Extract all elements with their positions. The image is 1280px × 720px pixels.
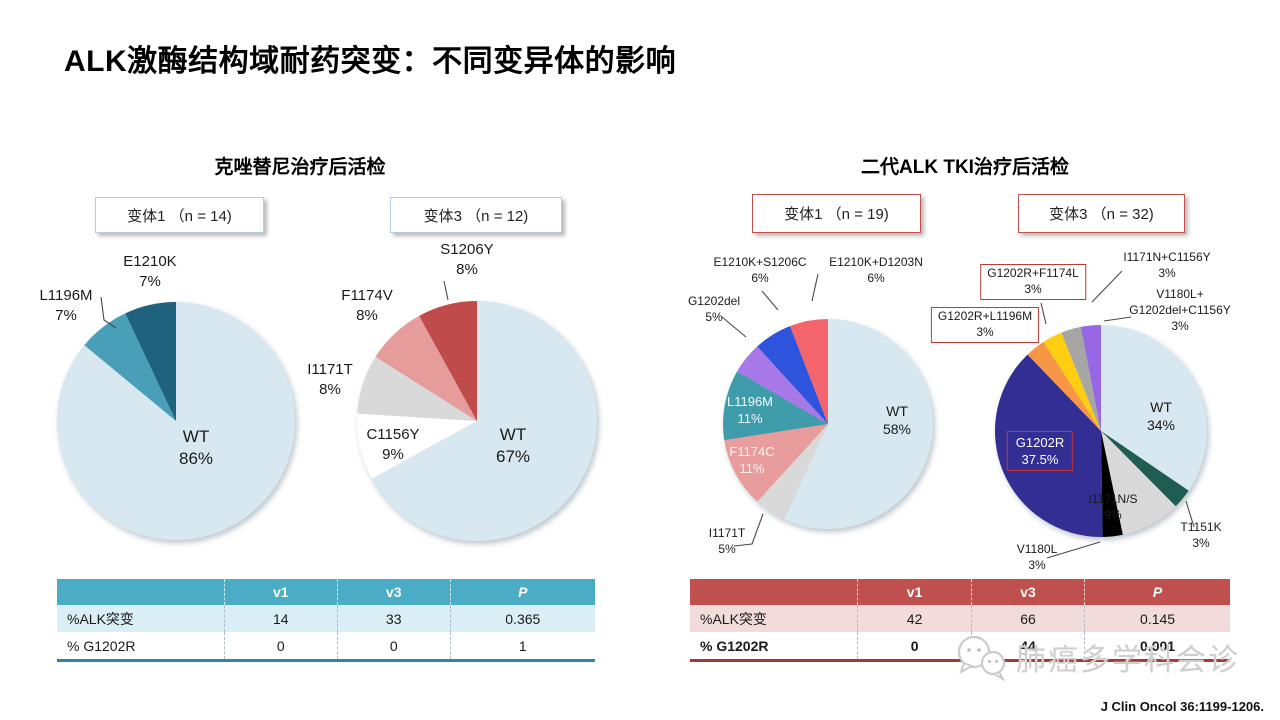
pie-slice-L1196M [84, 313, 176, 421]
table-row-label: % G1202R [700, 637, 769, 654]
table-value-cell: 1 [449, 632, 595, 659]
pie-slice-WT [784, 319, 933, 529]
pie-slice-I1171N+C1156Y [1061, 326, 1101, 431]
variant-box-crizotinib-v1: 变体1 （n = 14) [95, 197, 264, 233]
pie-chart-crizotinib-v1 [57, 302, 296, 540]
pie-slice-T1151K [1101, 431, 1189, 507]
table-value-cell: 0.001 [1084, 632, 1230, 659]
table-header-cell: v1 [223, 579, 337, 605]
table-header-cell: v3 [336, 579, 450, 605]
watermark: 肺癌多学科会诊 [952, 632, 1240, 682]
pie-slice-V1180L+G1202del+C1156Y [1080, 325, 1101, 431]
pie-slice-WT [57, 302, 296, 540]
table-value-cell: 66 [970, 605, 1084, 632]
table-value-cell: 0 [336, 632, 450, 659]
pie-slice-G1202R+F1174L [1043, 332, 1101, 431]
wechat-icon [957, 635, 1006, 682]
pie-slice-I1171N/S [1101, 431, 1176, 535]
table-row-label: %ALK突变 [67, 610, 134, 627]
variant-box-tki2-v1: 变体1 （n = 19) [752, 194, 921, 233]
pie-slice-I1171T [757, 424, 828, 520]
table-value-cell: 0 [223, 632, 337, 659]
pie-slice-G1202del [737, 346, 828, 424]
table-row: %ALK突变 14 33 0.365 [57, 605, 595, 632]
table-value-cell: 42 [857, 605, 970, 632]
pie-slice-E1210K [125, 302, 176, 421]
table-header-row: v1 v3 P [57, 579, 595, 605]
pie-slice-WT [371, 301, 597, 541]
panel-title-crizotinib: 克唑替尼治疗后活检 [214, 157, 386, 178]
pie-slice-V1180L [1101, 431, 1123, 537]
variant-box-crizotinib-v3: 变体3 （n = 12) [390, 197, 562, 233]
panel-title-second-gen-tki: 二代ALK TKI治疗后活检 [861, 157, 1069, 178]
table-header-cell [57, 579, 224, 605]
table-value-cell: 14 [223, 605, 337, 632]
table-header-cell: P [449, 579, 595, 605]
table-row: %ALK突变 42 66 0.145 [690, 605, 1230, 632]
table-row: % G1202R 0 0 1 [57, 632, 595, 659]
citation: J Clin Oncol 36:1199-1206. [1100, 699, 1264, 714]
table-value-cell: 0 [857, 632, 970, 659]
pie-slice-I1171T [357, 356, 477, 421]
watermark-text: 肺癌多学科会诊 [1016, 644, 1240, 677]
variant-box-tki2-v3: 变体3 （n = 32) [1018, 194, 1185, 233]
pie-chart-tki2-v1 [723, 319, 933, 529]
pie-slice-S1206Y [419, 301, 477, 421]
pie-slice-C1156Y [357, 413, 477, 479]
pie-slice-G1202R+L1196M [1027, 341, 1101, 431]
table-row-label: %ALK突变 [700, 610, 767, 627]
pie-slice-E1210K+D1203N [790, 319, 828, 424]
table-header-cell: v3 [970, 579, 1084, 605]
table-header-row: v1 v3 P [690, 579, 1230, 605]
table-value-cell: 0.145 [1084, 605, 1230, 632]
table-header-cell: P [1084, 579, 1230, 605]
page-title: ALK激酶结构域耐药突变：不同变异体的影响 [64, 45, 677, 78]
pie-slice-L1196M [723, 371, 828, 441]
stats-table-crizotinib: v1 v3 P %ALK突变 14 33 0.365% G1202R 0 0 1 [57, 579, 595, 662]
pie-chart-crizotinib-v3 [357, 301, 597, 541]
table-value-cell: 33 [336, 605, 450, 632]
pie-slice-WT [1101, 325, 1207, 491]
table-header-cell: v1 [857, 579, 970, 605]
pie-slice-G1202R [995, 354, 1103, 537]
pie-slice-F1174V [375, 315, 477, 421]
pie-slice-F1174C [724, 424, 828, 502]
table-header-cell [690, 579, 857, 605]
table-row-label: % G1202R [67, 637, 136, 654]
pie-slice-E1210K+S1206C [757, 326, 828, 424]
pie-chart-tki2-v3 [995, 325, 1207, 537]
table-body: %ALK突变 14 33 0.365% G1202R 0 0 1 [57, 605, 595, 659]
table-value-cell: 0.365 [449, 605, 595, 632]
